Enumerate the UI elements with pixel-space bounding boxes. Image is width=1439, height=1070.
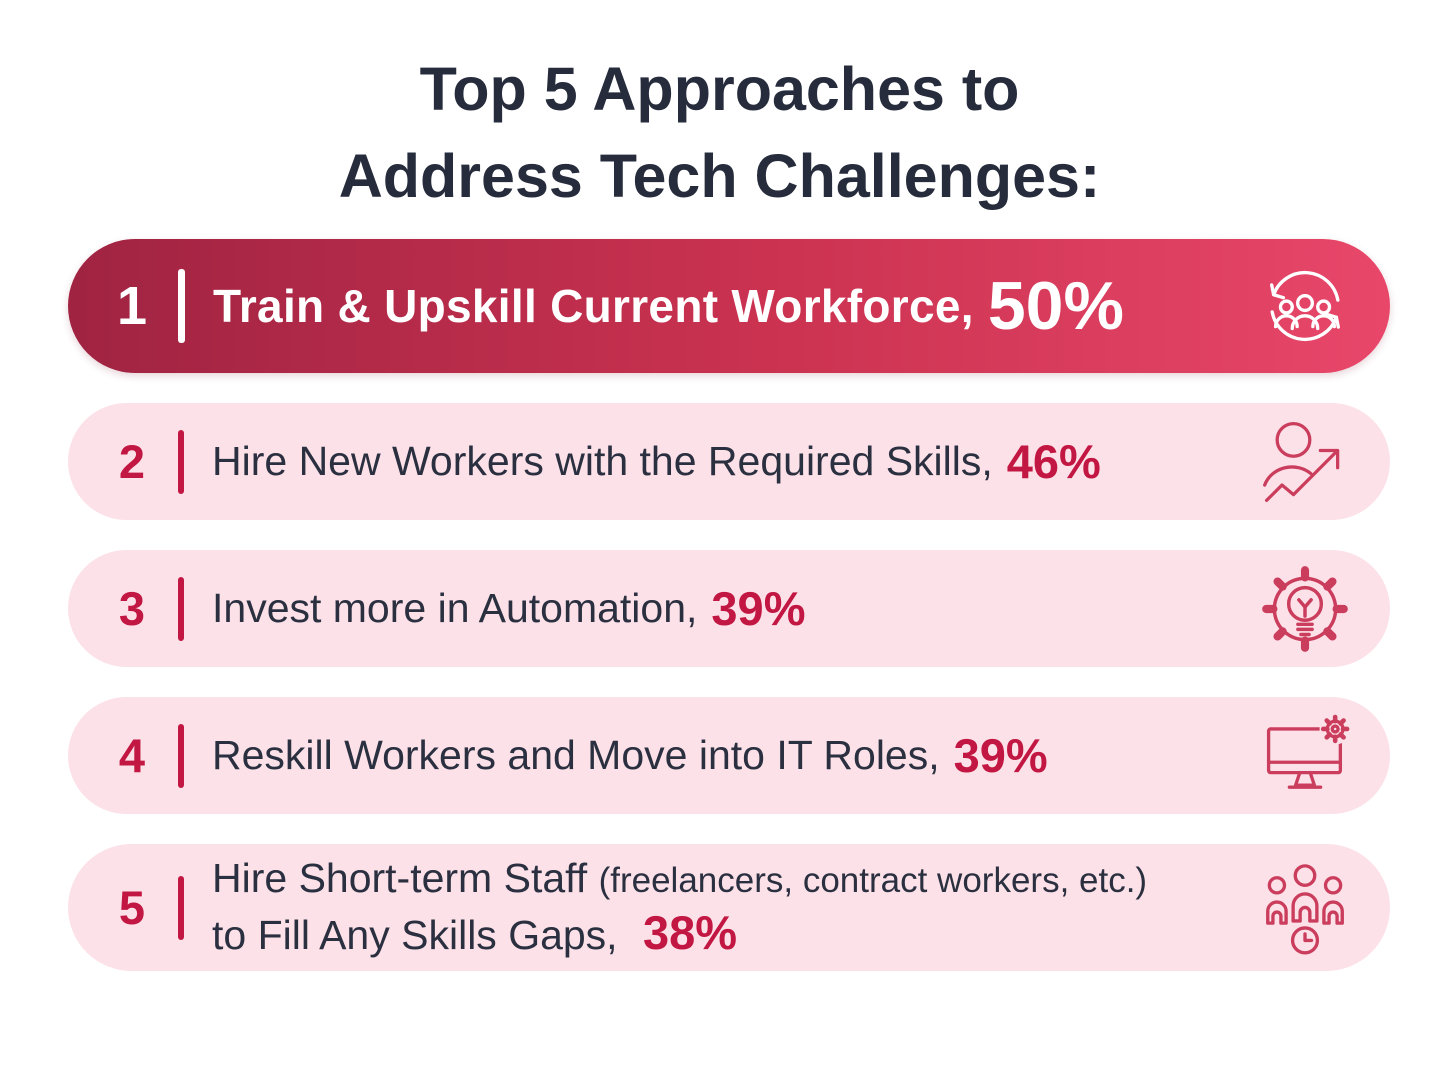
rank-divider-3: [178, 576, 184, 641]
rank-text-4: Reskill Workers and Move into IT Roles,: [212, 732, 940, 779]
rank-divider-4: [178, 723, 184, 788]
gear-lightbulb-icon: [1250, 553, 1360, 665]
rank-text-5: Hire Short-term Staff (freelancers, cont…: [212, 853, 1157, 962]
rank-row-5: 5 Hire Short-term Staff (freelancers, co…: [68, 844, 1390, 972]
person-growth-icon: [1250, 406, 1360, 518]
rank-percent-1: 50%: [987, 268, 1124, 345]
rank-number-3: 3: [118, 582, 146, 636]
staff-clock-icon: [1250, 852, 1360, 964]
rank-row-3: 3 Invest more in Automation, 39%: [68, 550, 1390, 668]
rank-row-4: 4 Reskill Workers and Move into IT Roles…: [68, 697, 1390, 815]
rank-percent-2: 46%: [1006, 435, 1101, 489]
rank-text-5-paren: (freelancers, contract workers, etc.): [598, 861, 1148, 901]
rank-number-2: 2: [118, 435, 146, 489]
rank-number-5: 5: [118, 881, 146, 935]
rank-percent-3: 39%: [711, 582, 806, 636]
rank-text-3: Invest more in Automation,: [212, 585, 698, 632]
rank-divider-2: [178, 429, 184, 494]
rank-number-1: 1: [116, 276, 148, 337]
page-title-line1: Top 5 Approaches to: [419, 55, 1020, 123]
workforce-cycle-icon: [1250, 250, 1360, 362]
page-title-line2: Address Tech Challenges:: [338, 141, 1101, 210]
rank-percent-5: 38%: [642, 906, 738, 959]
rank-text-2: Hire New Workers with the Required Skill…: [212, 438, 993, 485]
rank-percent-4: 39%: [953, 729, 1048, 783]
monitor-gear-icon: [1250, 700, 1360, 812]
rank-row-2: 2 Hire New Workers with the Required Ski…: [68, 403, 1390, 521]
rank-row-1: 1 Train & Upskill Current Workforce, 50%: [68, 239, 1390, 374]
ranked-list: 1 Train & Upskill Current Workforce, 50%: [68, 239, 1390, 972]
rank-number-4: 4: [118, 729, 146, 783]
rank-text-5-tail: to Fill Any Skills Gaps,: [212, 912, 618, 958]
rank-text-1: Train & Upskill Current Workforce,: [213, 280, 974, 333]
rank-text-5-lead: Hire Short-term Staff: [212, 855, 588, 902]
rank-divider-1: [178, 269, 185, 344]
page-title: Top 5 Approaches to Address Tech Challen…: [0, 0, 1439, 219]
rank-divider-5: [178, 875, 184, 940]
